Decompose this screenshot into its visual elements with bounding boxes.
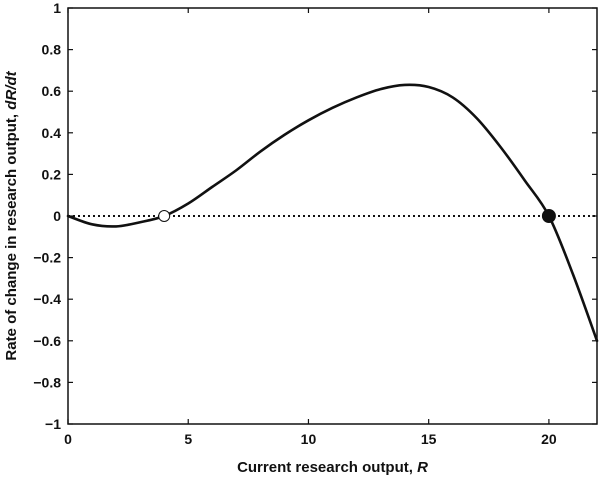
x-tick-label: 20 [541,431,557,447]
x-tick-label: 5 [184,431,192,447]
stable-equilibrium-point [541,209,556,223]
unstable-equilibrium-point [158,210,171,222]
series-layer [66,83,599,343]
y-tick-label: 0.4 [42,125,62,141]
y-tick-label: −0.8 [33,374,61,390]
x-tick-label: 0 [64,431,72,447]
x-tick-label: 15 [421,431,437,447]
equilibrium-markers [158,209,556,223]
y-tick-label: 1 [53,0,61,16]
y-axis-title: Rate of change in research output, dR/dt [3,70,20,360]
y-tick-label: 0.2 [42,166,62,182]
x-tick-labels: 0 5 10 15 20 [64,431,557,447]
series-line [66,83,599,343]
x-tick-label: 10 [301,431,317,447]
x-axis-title: Current research output, R [237,459,428,476]
plot-frame [67,7,598,425]
y-tick-label: 0 [53,208,61,224]
y-tick-label: −0.4 [33,291,61,307]
y-tick-labels: −1 −0.8 −0.6 −0.4 −0.2 0 0.2 0.4 0.6 0.8 1 [33,0,61,432]
ticks [67,7,597,425]
y-tick-label: −1 [45,416,61,432]
y-tick-label: 0.6 [42,83,62,99]
y-tick-label: −0.6 [33,333,61,349]
y-tick-label: 0.8 [42,42,62,58]
y-tick-label: −0.2 [33,250,61,266]
